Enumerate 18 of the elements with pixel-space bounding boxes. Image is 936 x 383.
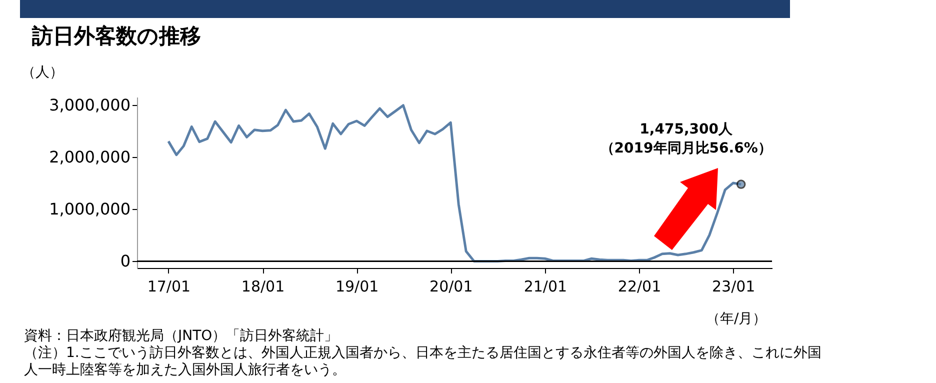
text: （注）1.ここでいう訪日外客数とは、外国人正規入国者から、日本を主たる居住国とする永住者等の外国人を除き、これに外国人一時上陸客等を加えた入国外国人旅行者をいう。 xyxy=(24,345,822,379)
x-tick-label: 23/01 xyxy=(712,278,756,296)
y-tick-label: 1,000,000 xyxy=(49,200,130,219)
x-tick-label: 22/01 xyxy=(618,278,662,296)
y-tick-label: 2,000,000 xyxy=(49,147,130,166)
x-tick-label: 21/01 xyxy=(524,278,568,296)
text: 資料：日本政府観光局（JNTO）「訪日外客統計」 xyxy=(24,328,340,345)
x-tick-label: 17/01 xyxy=(147,278,191,296)
annotation: （2019年同月比56.6%） xyxy=(600,140,772,156)
x-axis-title: （年/月） xyxy=(706,310,767,328)
y-axis-title: （人） xyxy=(22,64,64,80)
chart-title: 訪日外客数の推移 xyxy=(32,23,201,50)
y-tick-label: 0 xyxy=(120,252,130,271)
x-tick-label: 19/01 xyxy=(335,278,379,296)
x-tick-label: 20/01 xyxy=(430,278,473,296)
y-tick-label: 3,000,000 xyxy=(49,95,130,114)
annotation: 1,475,300人 xyxy=(640,121,734,138)
x-tick-label: 18/01 xyxy=(241,278,285,296)
